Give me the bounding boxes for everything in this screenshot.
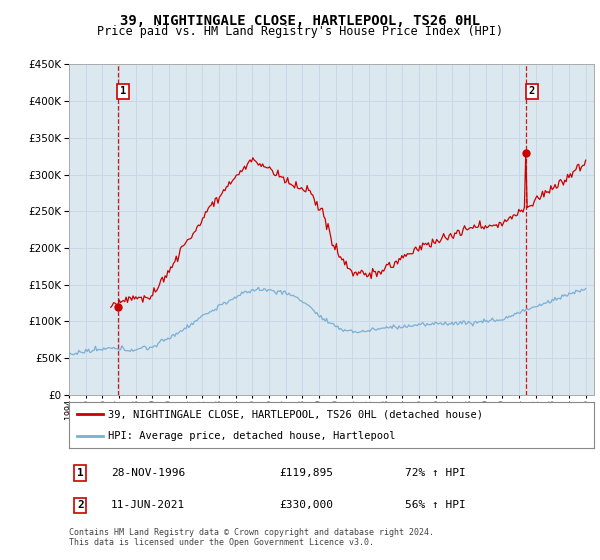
Text: 11-JUN-2021: 11-JUN-2021 bbox=[111, 501, 185, 510]
Text: 39, NIGHTINGALE CLOSE, HARTLEPOOL, TS26 0HL (detached house): 39, NIGHTINGALE CLOSE, HARTLEPOOL, TS26 … bbox=[109, 409, 484, 419]
Text: 2: 2 bbox=[529, 86, 535, 96]
Text: 72% ↑ HPI: 72% ↑ HPI bbox=[405, 468, 466, 478]
Text: 2: 2 bbox=[77, 501, 83, 510]
Text: £119,895: £119,895 bbox=[279, 468, 333, 478]
Text: 1: 1 bbox=[77, 468, 83, 478]
Text: 56% ↑ HPI: 56% ↑ HPI bbox=[405, 501, 466, 510]
Text: 39, NIGHTINGALE CLOSE, HARTLEPOOL, TS26 0HL: 39, NIGHTINGALE CLOSE, HARTLEPOOL, TS26 … bbox=[120, 14, 480, 28]
Text: Price paid vs. HM Land Registry's House Price Index (HPI): Price paid vs. HM Land Registry's House … bbox=[97, 25, 503, 38]
Text: £330,000: £330,000 bbox=[279, 501, 333, 510]
Text: HPI: Average price, detached house, Hartlepool: HPI: Average price, detached house, Hart… bbox=[109, 431, 396, 441]
Text: Contains HM Land Registry data © Crown copyright and database right 2024.
This d: Contains HM Land Registry data © Crown c… bbox=[69, 528, 434, 547]
Text: 28-NOV-1996: 28-NOV-1996 bbox=[111, 468, 185, 478]
Text: 1: 1 bbox=[120, 86, 126, 96]
